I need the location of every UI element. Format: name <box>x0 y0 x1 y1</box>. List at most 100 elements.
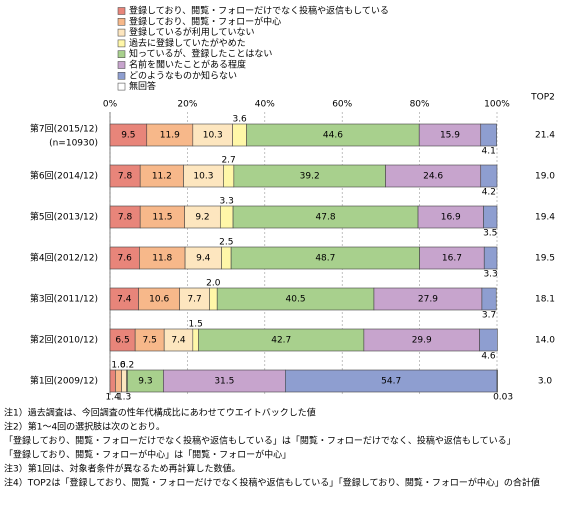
data-label: 7.5 <box>143 336 157 346</box>
category-label: 第5回(2013/12) <box>30 211 98 223</box>
sample-note: (n=10930) <box>49 139 98 149</box>
data-label: 10.3 <box>203 131 223 141</box>
data-label: 3.3 <box>483 270 497 280</box>
top2-title: TOP2 <box>530 93 555 103</box>
top2-value: 18.1 <box>535 295 555 305</box>
data-label: 7.7 <box>187 295 201 305</box>
bar-segment <box>219 205 234 229</box>
top2-value: 19.4 <box>535 213 555 223</box>
note: 「登録しており、閲覧・フォローだけでなく投稿や返信もしている」は「閲覧・フォロー… <box>4 435 516 447</box>
data-label: 27.9 <box>418 295 438 305</box>
legend-swatch <box>117 28 126 37</box>
data-label: 44.6 <box>323 131 343 141</box>
data-label: 1.4 <box>106 393 121 403</box>
data-label: 4.6 <box>481 352 496 362</box>
bar-segment <box>209 287 218 311</box>
bar-segment <box>483 205 498 229</box>
bar-segment <box>115 369 122 393</box>
data-label: 3.6 <box>232 115 247 125</box>
legend-label: 登録しており、閲覧・フォローだけでなく投稿や返信もしている <box>129 5 389 17</box>
legend-label: 過去に登録していたがやめた <box>129 37 246 49</box>
data-label: 16.7 <box>442 254 462 264</box>
category-label: 第4回(2012/12) <box>30 252 98 264</box>
data-label: 7.6 <box>118 254 133 264</box>
data-label: 2.7 <box>221 156 235 166</box>
bar-segment <box>109 369 116 393</box>
data-label: 10.3 <box>193 172 213 182</box>
note: 注3）第1回は、対象者条件が異なるため再計算した数値。 <box>4 463 240 475</box>
data-label: 7.8 <box>118 172 133 182</box>
legend-label: 名前を聞いたことがある程度 <box>129 59 246 71</box>
x-tick-label: 100% <box>484 100 510 110</box>
x-tick-label: 40% <box>255 100 275 110</box>
data-label: 4.1 <box>482 147 496 157</box>
data-label: 10.6 <box>149 295 169 305</box>
bar-segment <box>479 328 498 352</box>
category-label: 第3回(2011/12) <box>30 293 98 305</box>
data-label: 9.4 <box>196 254 211 264</box>
note: 注4）TOP2は「登録しており、閲覧・フォローだけでなく投稿や返信もしている」「… <box>4 477 540 489</box>
data-label: 7.4 <box>117 295 132 305</box>
data-label: 0.03 <box>493 393 513 403</box>
data-label: 7.4 <box>171 336 186 346</box>
legend-swatch <box>117 50 126 59</box>
bar-segment <box>221 246 232 270</box>
category-label: 第7回(2015/12) <box>30 123 98 135</box>
top2-value: 19.5 <box>535 254 555 264</box>
data-label: 11.8 <box>152 254 172 264</box>
data-label: 2.0 <box>206 279 221 289</box>
category-label: 第2回(2010/12) <box>30 334 98 346</box>
legend-label: どのようなものか知らない <box>129 69 237 81</box>
bar-segment <box>480 123 497 147</box>
data-label: 47.8 <box>316 213 336 223</box>
data-label: 29.9 <box>412 336 432 346</box>
legend-label: 無回答 <box>129 80 156 92</box>
x-tick-label: 20% <box>177 100 197 110</box>
data-label: 3.7 <box>482 311 496 321</box>
top2-value: 14.0 <box>535 336 555 346</box>
bar-segment <box>192 328 199 352</box>
bar-segment <box>481 287 497 311</box>
legend-swatch <box>117 17 126 26</box>
legend-swatch <box>117 72 126 80</box>
top2-value: 19.0 <box>535 172 555 182</box>
data-label: 3.5 <box>483 229 497 239</box>
top2-value: 21.4 <box>535 131 555 141</box>
data-label: 9.3 <box>138 377 152 387</box>
data-label: 16.9 <box>441 213 461 223</box>
x-tick-label: 0% <box>103 100 118 110</box>
data-label: 15.9 <box>440 131 460 141</box>
bar-segment <box>483 246 498 270</box>
data-label: 42.7 <box>271 336 291 346</box>
top2-value: 3.0 <box>538 377 553 387</box>
data-label: 11.2 <box>152 172 172 182</box>
data-label: 9.5 <box>121 131 135 141</box>
legend-label: 登録しているが利用していない <box>129 26 254 38</box>
category-label: 第1回(2009/12) <box>30 375 98 387</box>
data-label: 7.8 <box>118 213 133 223</box>
data-label: 4.2 <box>482 188 496 198</box>
legend-swatch <box>117 39 126 48</box>
bar-segment <box>121 369 127 393</box>
legend-label: 登録しており、閲覧・フォローが中心 <box>129 15 281 27</box>
note: 「登録しており、閲覧・フォローが中心」は「閲覧・フォローが中心」 <box>4 449 291 461</box>
data-label: 11.9 <box>160 131 180 141</box>
bar-segment <box>480 164 498 188</box>
legend-label: 知っているが、登録したことはない <box>129 48 272 60</box>
data-label: 31.5 <box>214 377 234 387</box>
bar-segment <box>496 369 498 393</box>
bar-segment <box>232 123 247 147</box>
data-label: 54.7 <box>381 377 401 387</box>
data-label: 40.5 <box>286 295 306 305</box>
data-label: 0.2 <box>120 361 134 371</box>
note: 注2）第1～4回の選択肢は次のとおり。 <box>4 421 165 433</box>
legend-swatch <box>117 61 126 69</box>
data-label: 24.6 <box>423 172 443 182</box>
category-label: 第6回(2014/12) <box>30 170 98 182</box>
data-label: 1.3 <box>117 393 131 403</box>
data-label: 2.5 <box>219 238 233 248</box>
data-label: 6.5 <box>115 336 129 346</box>
data-label: 39.2 <box>300 172 320 182</box>
x-tick-label: 60% <box>332 100 352 110</box>
